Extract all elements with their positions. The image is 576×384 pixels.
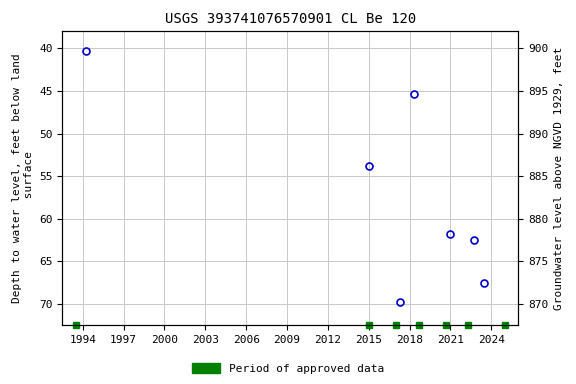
Legend: Period of approved data: Period of approved data — [188, 359, 388, 379]
Y-axis label: Depth to water level, feet below land
 surface: Depth to water level, feet below land su… — [12, 53, 33, 303]
Title: USGS 393741076570901 CL Be 120: USGS 393741076570901 CL Be 120 — [165, 12, 416, 26]
Y-axis label: Groundwater level above NGVD 1929, feet: Groundwater level above NGVD 1929, feet — [554, 47, 564, 310]
